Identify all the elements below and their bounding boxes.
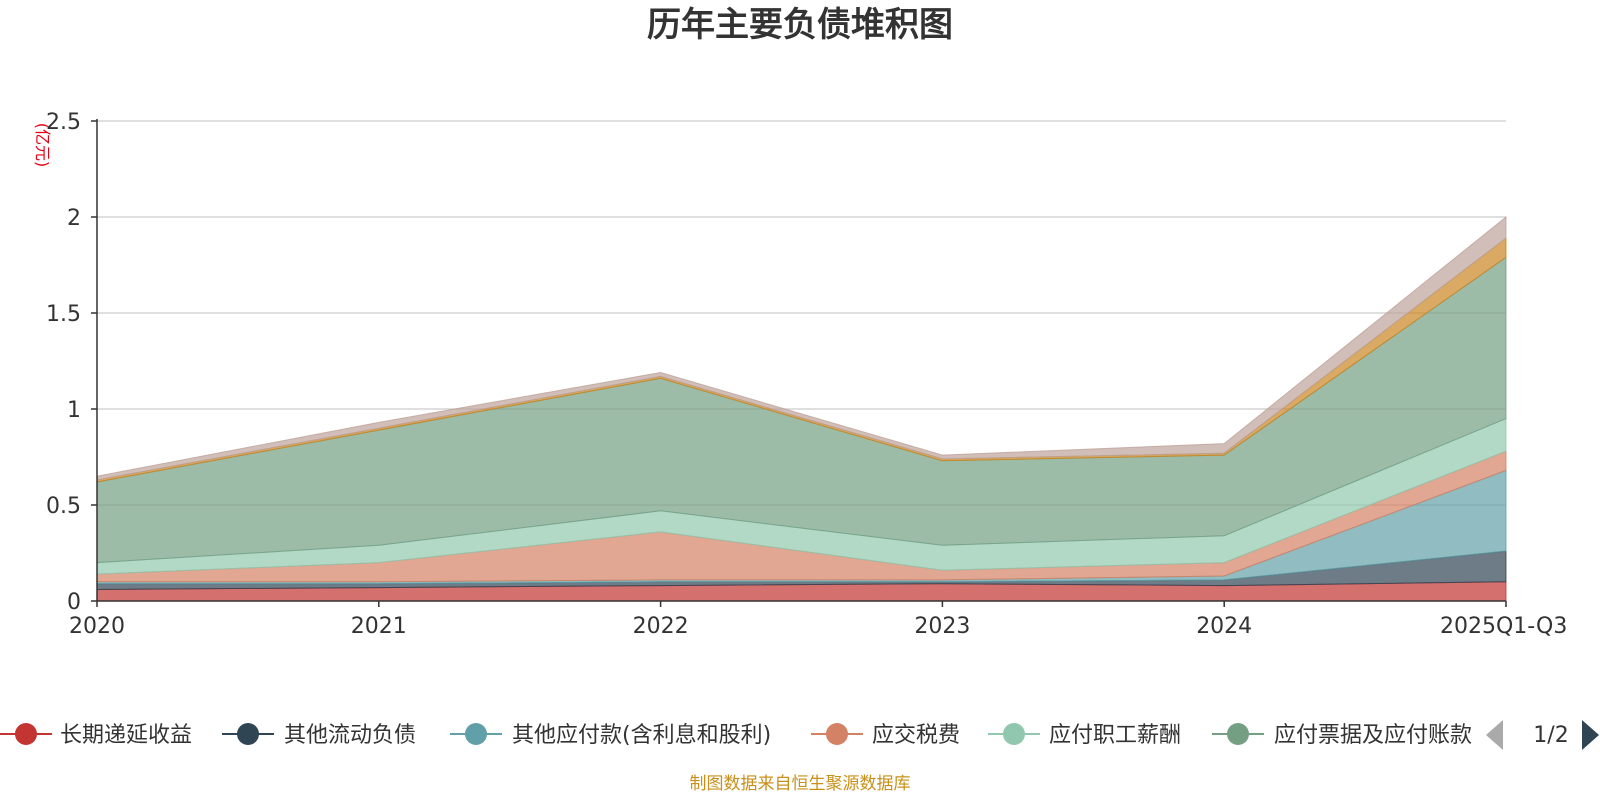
legend-label: 应付票据及应付账款 [1274,723,1472,748]
legend-item[interactable]: 其他流动负债 [222,723,416,748]
legend: 长期递延收益 其他流动负债 其他应付款(含利息和股利) 应交税费 应付职工薪酬 应付票据及… [0,710,1600,760]
legend-item[interactable]: 其他应付款(含利息和股利) [450,723,771,748]
legend-item[interactable]: 应付职工薪酬 [988,723,1181,748]
legend-circle-icon [1227,723,1249,745]
legend-item[interactable]: 应付票据及应付账款 [1212,723,1472,748]
x-tick-label: 2023 [914,614,970,639]
x-tick-label: 2024 [1196,614,1252,639]
y-tick-label: 0.5 [46,494,81,519]
y-tick-label: 1.5 [46,302,81,327]
legend-item[interactable]: 应交税费 [811,723,960,748]
legend-page-indicator: 1/2 [1533,723,1568,748]
legend-circle-icon [465,723,487,745]
y-tick-label: 2.5 [46,110,81,135]
legend-circle-icon [15,723,37,745]
y-axis-unit: (亿元) [33,123,52,168]
legend-label: 应付职工薪酬 [1049,723,1181,748]
data-source-note: 制图数据来自恒生聚源数据库 [690,774,911,794]
stacked-areas [96,215,1507,602]
axes: 0 0.5 1 1.5 2 2.5 2020 2021 2022 2023 2024 2025Q1-Q… [46,110,1567,639]
x-tick-label: 2020 [69,614,125,639]
legend-circle-icon [826,723,848,745]
legend-circle-icon [237,723,259,745]
y-tick-label: 2 [67,206,81,231]
legend-label: 其他流动负债 [284,723,416,748]
legend-label: 其他应付款(含利息和股利) [512,723,771,748]
legend-item[interactable]: 长期递延收益 [0,723,192,748]
chart-title: 历年主要负债堆积图 [647,5,953,45]
x-tick-label: 2025Q1-Q3 [1440,614,1567,639]
x-tick-label: 2022 [633,614,689,639]
x-tick-label: 2021 [351,614,407,639]
legend-label: 应交税费 [872,723,960,748]
legend-prev-icon[interactable] [1486,720,1503,750]
y-tick-label: 0 [67,590,81,615]
legend-label: 长期递延收益 [60,723,192,748]
area-series-7 [96,215,1507,481]
legend-circle-icon [1003,723,1025,745]
legend-next-icon[interactable] [1582,720,1599,750]
y-tick-label: 1 [67,398,81,423]
